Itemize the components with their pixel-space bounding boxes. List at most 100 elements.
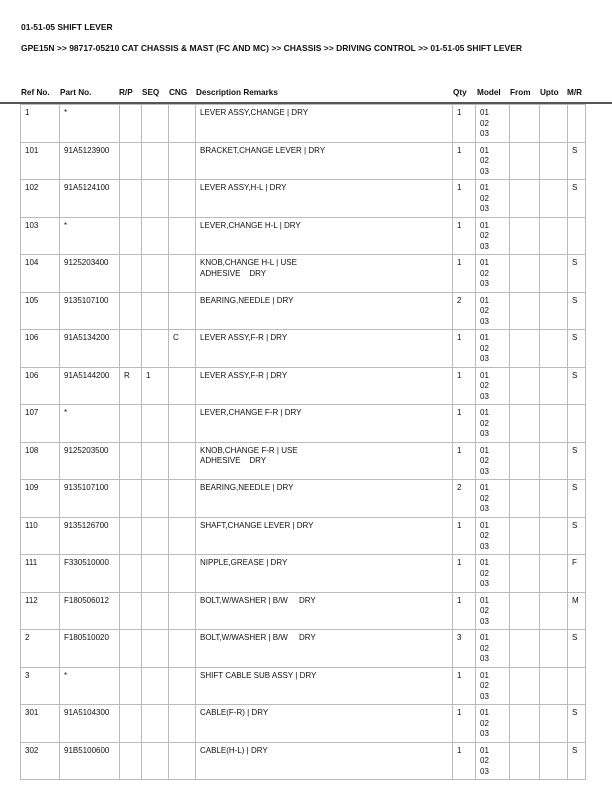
cell-model: 01 02 03 xyxy=(475,441,510,480)
cell-from xyxy=(509,516,540,555)
cell-from xyxy=(509,104,540,143)
cell-model: 01 02 03 xyxy=(475,554,510,593)
cell-cng xyxy=(168,216,196,255)
cell-model: 01 02 03 xyxy=(475,216,510,255)
table-row: 106 91A5134200 C LEVER ASSY,F-R | DRY 1 01 02… xyxy=(20,329,586,368)
table-row: 109 9135107100 BEARING,NEEDLE | DRY 2 01 02 … xyxy=(20,479,586,518)
cell-upto xyxy=(539,591,568,630)
cell-rp xyxy=(119,254,142,293)
cell-qty: 1 xyxy=(452,554,476,593)
cell-upto xyxy=(539,441,568,480)
cell-upto xyxy=(539,554,568,593)
cell-qty: 1 xyxy=(452,216,476,255)
cell-from xyxy=(509,329,540,368)
cell-from xyxy=(509,141,540,180)
cell-desc: SHIFT CABLE SUB ASSY | DRY xyxy=(195,666,453,705)
col-from: From xyxy=(510,88,531,97)
col-mr: M/R xyxy=(567,88,583,97)
table-row: 101 91A5123900 BRACKET,CHANGE LEVER | DRY 1… xyxy=(20,141,586,180)
cell-cng xyxy=(168,591,196,630)
cell-cng xyxy=(168,554,196,593)
cell-model: 01 02 03 xyxy=(475,629,510,668)
cell-upto xyxy=(539,104,568,143)
cell-model: 01 02 03 xyxy=(475,329,510,368)
cell-desc: KNOB,CHANGE F-R | USE ADHESIVE DRY xyxy=(195,441,453,480)
table-row: 2 F180510020 BOLT,W/WASHER | B/W DRY 3 01 02… xyxy=(20,629,586,668)
cell-from xyxy=(509,741,540,780)
cell-mr xyxy=(567,666,586,705)
cell-mr: S xyxy=(567,366,586,405)
cell-mr: S xyxy=(567,704,586,743)
cell-desc: BEARING,NEEDLE | DRY xyxy=(195,291,453,330)
cell-ref: 2 xyxy=(20,629,60,668)
cell-mr: M xyxy=(567,591,586,630)
cell-cng xyxy=(168,516,196,555)
cell-mr: S xyxy=(567,441,586,480)
cell-upto xyxy=(539,329,568,368)
cell-cng xyxy=(168,441,196,480)
table-row: 103 * LEVER,CHANGE H-L | DRY 1 01 02 03 xyxy=(20,216,586,255)
cell-part: 91A5123900 xyxy=(59,141,120,180)
cell-part: 9125203500 xyxy=(59,441,120,480)
cell-upto xyxy=(539,179,568,218)
cell-ref: 3 xyxy=(20,666,60,705)
cell-model: 01 02 03 xyxy=(475,104,510,143)
cell-mr: S xyxy=(567,254,586,293)
cell-part: 9125203400 xyxy=(59,254,120,293)
cell-qty: 2 xyxy=(452,291,476,330)
cell-qty: 1 xyxy=(452,366,476,405)
cell-from xyxy=(509,366,540,405)
cell-cng xyxy=(168,141,196,180)
cell-desc: LEVER,CHANGE F-R | DRY xyxy=(195,404,453,443)
cell-desc: LEVER ASSY,CHANGE | DRY xyxy=(195,104,453,143)
cell-mr xyxy=(567,104,586,143)
cell-ref: 110 xyxy=(20,516,60,555)
cell-rp xyxy=(119,554,142,593)
table-row: 102 91A5124100 LEVER ASSY,H-L | DRY 1 01 02 … xyxy=(20,179,586,218)
cell-from xyxy=(509,404,540,443)
cell-ref: 104 xyxy=(20,254,60,293)
cell-from xyxy=(509,441,540,480)
cell-upto xyxy=(539,629,568,668)
cell-cng xyxy=(168,479,196,518)
cell-part: 91A5104300 xyxy=(59,704,120,743)
cell-seq xyxy=(141,441,169,480)
cell-cng xyxy=(168,254,196,293)
cell-seq xyxy=(141,704,169,743)
cell-cng xyxy=(168,741,196,780)
cell-desc: KNOB,CHANGE H-L | USE ADHESIVE DRY xyxy=(195,254,453,293)
cell-upto xyxy=(539,216,568,255)
cell-desc: NIPPLE,GREASE | DRY xyxy=(195,554,453,593)
cell-ref: 301 xyxy=(20,704,60,743)
cell-rp xyxy=(119,591,142,630)
breadcrumb: GPE15N >> 98717-05210 CAT CHASSIS & MAST… xyxy=(21,43,523,53)
table-row: 301 91A5104300 CABLE(F-R) | DRY 1 01 02 03 S xyxy=(20,704,586,743)
cell-seq xyxy=(141,141,169,180)
cell-desc: SHAFT,CHANGE LEVER | DRY xyxy=(195,516,453,555)
cell-model: 01 02 03 xyxy=(475,404,510,443)
cell-upto xyxy=(539,254,568,293)
cell-seq xyxy=(141,591,169,630)
cell-rp xyxy=(119,479,142,518)
cell-part: * xyxy=(59,104,120,143)
cell-model: 01 02 03 xyxy=(475,591,510,630)
cell-qty: 1 xyxy=(452,441,476,480)
cell-cng xyxy=(168,179,196,218)
cell-part: * xyxy=(59,404,120,443)
cell-rp xyxy=(119,329,142,368)
cell-part: F330510000 xyxy=(59,554,120,593)
cell-part: 91B5100600 xyxy=(59,741,120,780)
table-row: 108 9125203500 KNOB,CHANGE F-R | USE ADHES… xyxy=(20,441,586,480)
cell-ref: 106 xyxy=(20,329,60,368)
cell-upto xyxy=(539,141,568,180)
cell-qty: 1 xyxy=(452,104,476,143)
cell-part: * xyxy=(59,666,120,705)
cell-from xyxy=(509,666,540,705)
table-row: 3 * SHIFT CABLE SUB ASSY | DRY 1 01 02 03 xyxy=(20,666,586,705)
cell-desc: LEVER ASSY,F-R | DRY xyxy=(195,329,453,368)
cell-cng xyxy=(168,666,196,705)
table-row: 110 9135126700 SHAFT,CHANGE LEVER | DRY 1 01… xyxy=(20,516,586,555)
cell-qty: 1 xyxy=(452,404,476,443)
cell-model: 01 02 03 xyxy=(475,179,510,218)
